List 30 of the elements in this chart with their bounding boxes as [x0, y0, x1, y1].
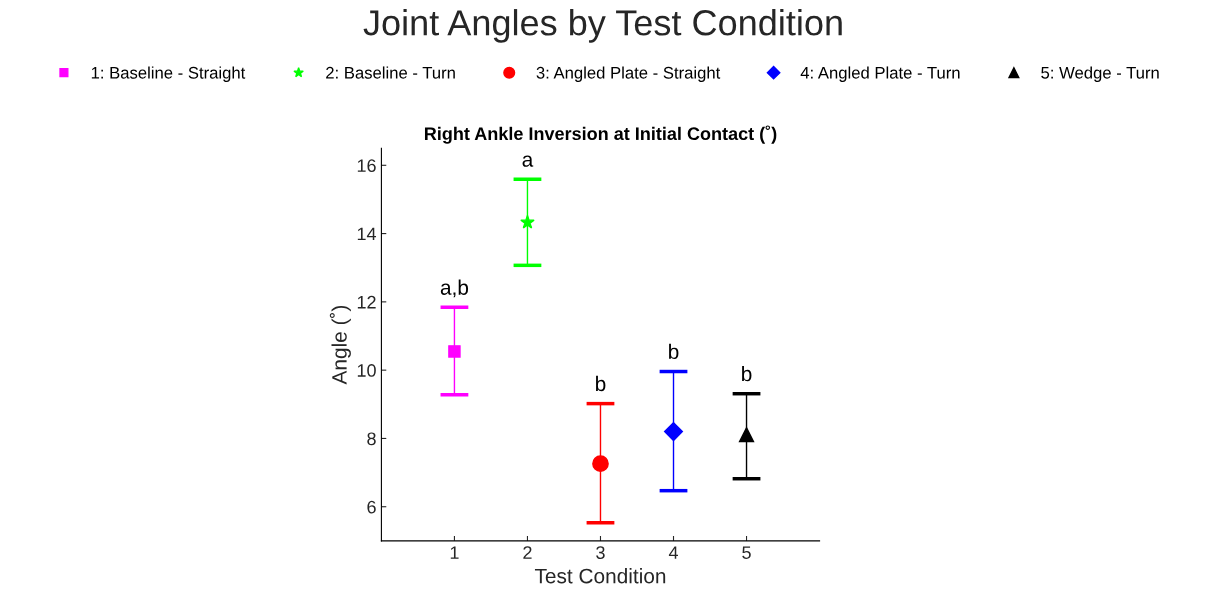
x-tick-label: 4	[668, 546, 678, 559]
annotation: a	[522, 155, 534, 167]
y-tick-label: 16	[357, 159, 376, 173]
point	[520, 214, 535, 229]
annotation: b	[742, 365, 752, 382]
x-tick-label: 3	[596, 546, 605, 559]
y-axis-title: Angle (˚)	[329, 305, 351, 385]
y-tick-label: 14	[357, 227, 377, 241]
point	[738, 427, 755, 443]
legend-label: 3: Angled Plate - Straight	[536, 66, 721, 82]
legend-label: 4: Angled Plate - Turn	[800, 66, 960, 82]
y-tick-label: 8	[367, 432, 376, 446]
annotation: b	[669, 343, 679, 360]
x-tick-label: 1	[450, 546, 459, 559]
legend-label: 1: Baseline - Straight	[91, 66, 246, 82]
x-tick-label: 2	[523, 546, 532, 559]
x-axis-title: Test Condition	[534, 568, 666, 584]
y-tick-label: 12	[357, 295, 376, 309]
x-tick-label: 5	[742, 546, 751, 559]
y-tick-label: 10	[357, 364, 376, 377]
point	[592, 455, 609, 473]
annotation: a,b	[440, 279, 469, 298]
annotation: b	[596, 375, 606, 392]
legend-label: 2: Baseline - Turn	[326, 66, 455, 79]
chart-title: Joint Angles by Test Condition	[363, 9, 842, 43]
chart-subtitle: Right Ankle Inversion at Initial Contact (˚)	[424, 125, 777, 144]
point	[448, 345, 461, 358]
legend-label: 5: Wedge - Turn	[1041, 66, 1159, 82]
point	[663, 422, 684, 442]
y-tick-label: 6	[367, 500, 376, 514]
